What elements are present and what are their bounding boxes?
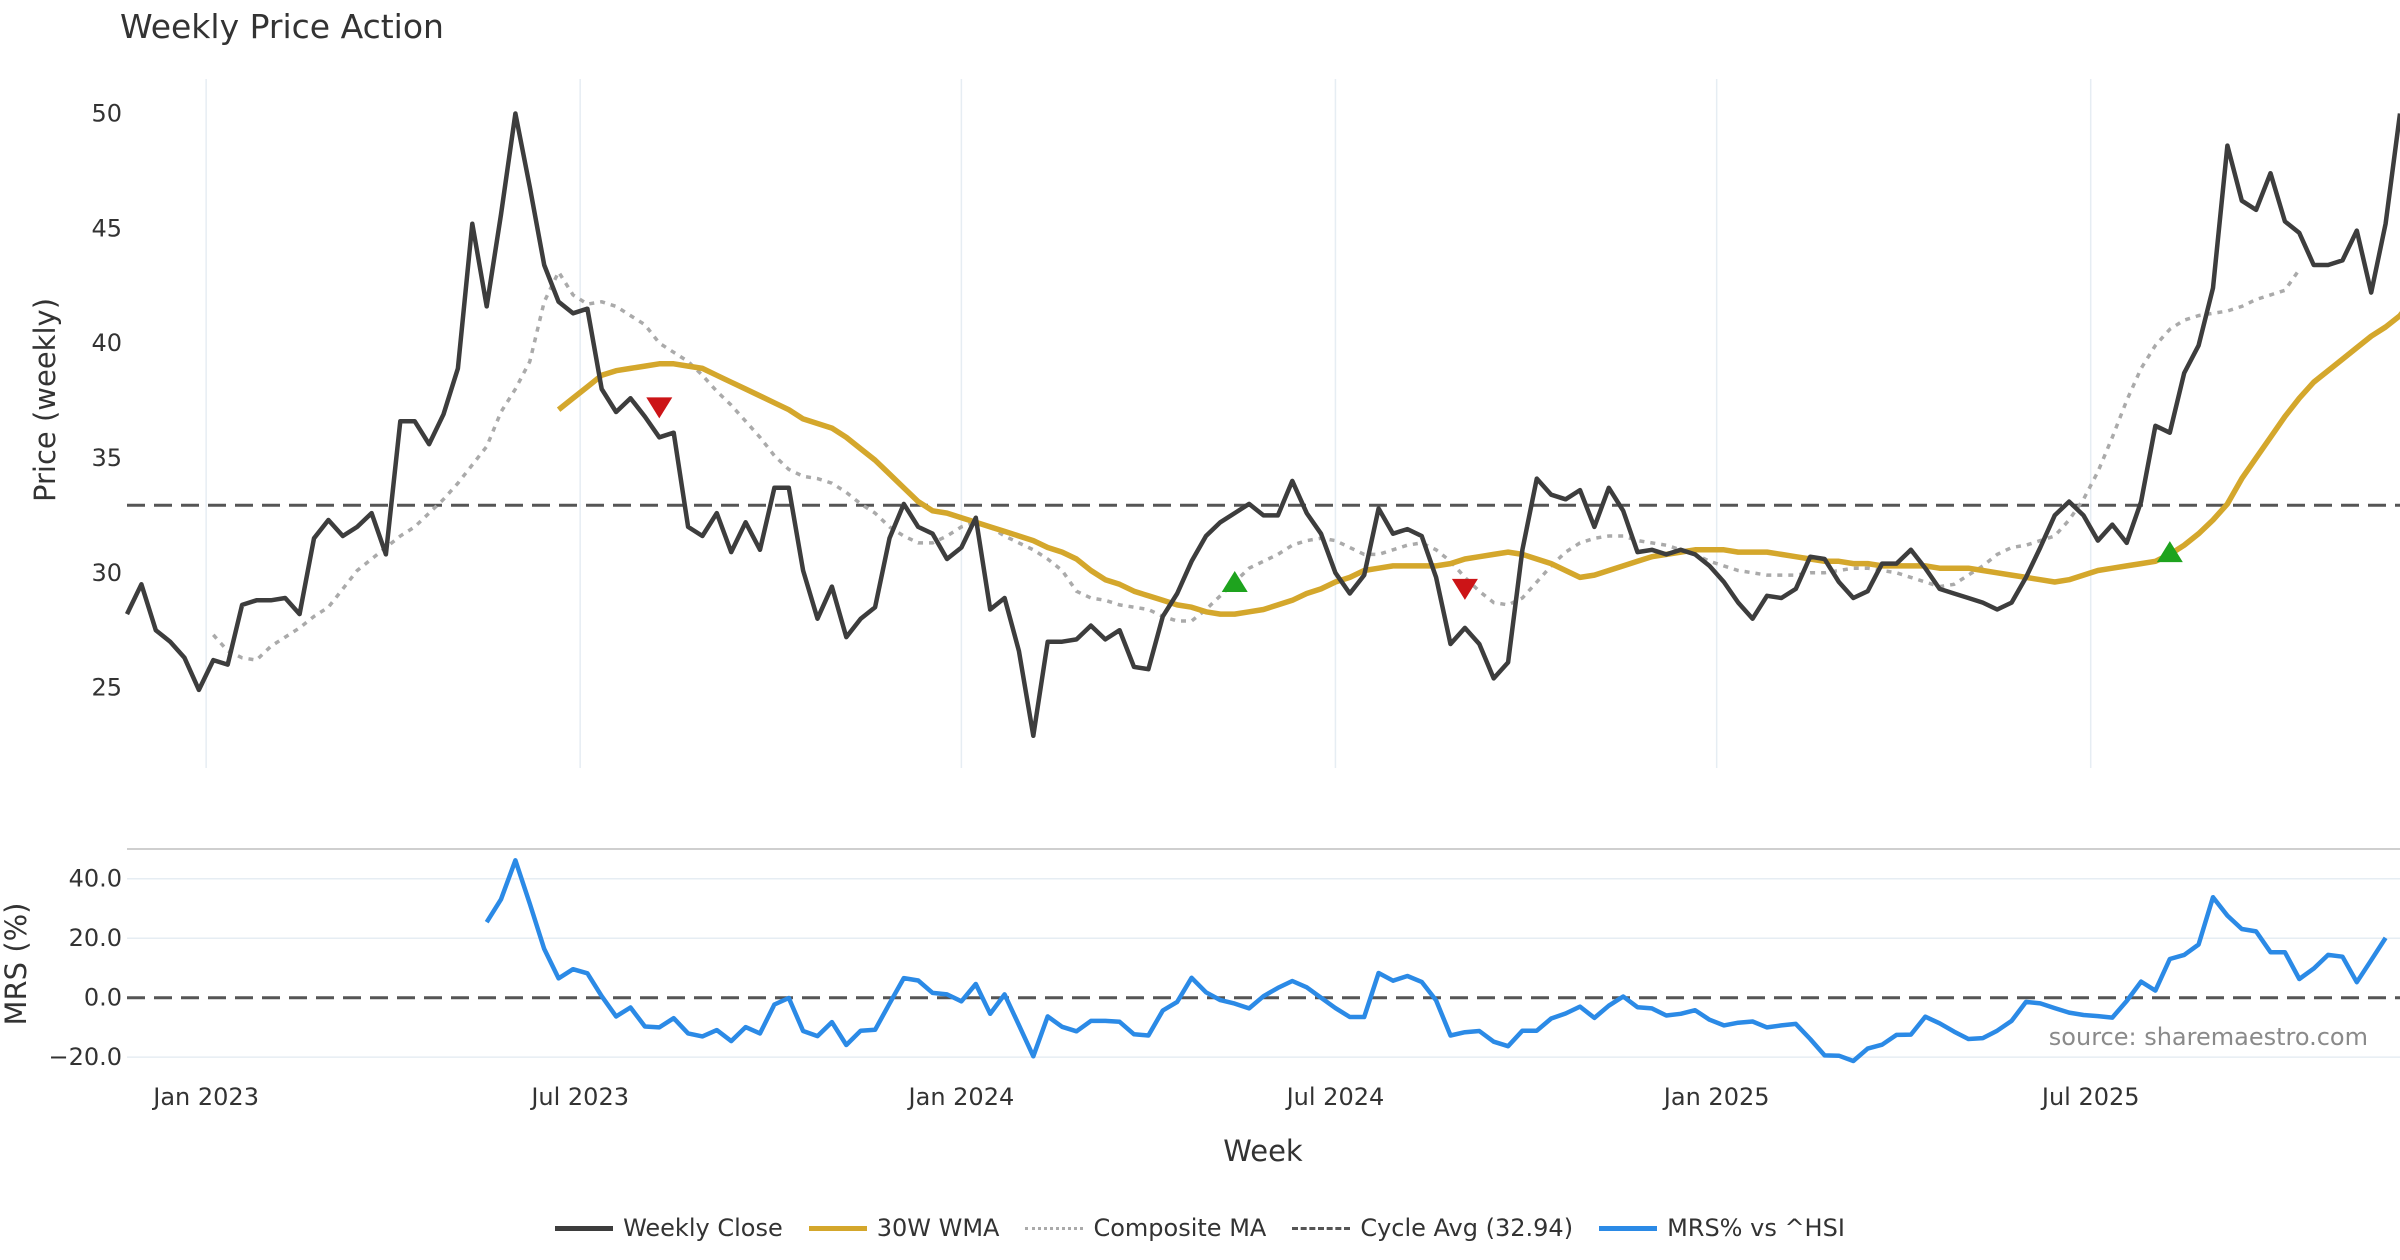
price-series-group (124, 111, 2400, 739)
price-y-tick-label: 35 (91, 444, 122, 472)
source-watermark: source: sharemaestro.com (2049, 1023, 2368, 1051)
composite-ma-line (211, 268, 2301, 662)
legend-item: MRS% vs ^HSI (1599, 1214, 1845, 1242)
legend-label: Cycle Avg (32.94) (1360, 1214, 1574, 1242)
weekly-close-line (124, 111, 2400, 739)
x-tick-label: Jul 2023 (529, 1083, 629, 1111)
price-y-axis-label: Price (weekly) (28, 298, 62, 502)
legend-item: Cycle Avg (32.94) (1292, 1214, 1573, 1242)
legend-item: 30W WMA (808, 1214, 1000, 1242)
price-gridlines (205, 79, 2092, 768)
signal-markers (646, 397, 2183, 600)
price-y-ticks: 25 30 35 40 45 50 (91, 99, 122, 701)
x-axis-label: Week (1223, 1134, 1303, 1168)
mrs-y-tick-label: 40.0 (69, 865, 122, 893)
mrs-y-ticks: −20.0 0.0 20.0 40.0 (48, 865, 122, 1071)
mrs-gridlines (127, 877, 2400, 1058)
x-tick-label: Jan 2023 (151, 1083, 259, 1111)
x-tick-label: Jul 2025 (2040, 1083, 2140, 1111)
legend-label: Weekly Close (623, 1214, 783, 1242)
price-y-tick-label: 30 (91, 559, 122, 587)
price-y-tick-label: 25 (91, 674, 122, 702)
chart: Weekly Price Action 25 30 35 40 45 50 Price (… (0, 7, 2400, 1168)
price-y-tick-label: 50 (91, 99, 122, 127)
legend-item: Weekly Close (555, 1214, 783, 1242)
legend-swatch (555, 1225, 614, 1231)
legend-label: 30W WMA (876, 1214, 1000, 1242)
wma-30-line (556, 311, 2400, 617)
sell-signal-marker (646, 397, 673, 419)
mrs-series-group (127, 858, 2400, 1064)
legend-swatch (808, 1225, 867, 1231)
price-y-tick-label: 40 (91, 329, 122, 357)
legend-label: Composite MA (1093, 1214, 1267, 1242)
mrs-y-tick-label: −20.0 (48, 1043, 122, 1071)
legend-label: MRS% vs ^HSI (1667, 1214, 1845, 1242)
sell-signal-marker (1451, 578, 1478, 600)
mrs-y-axis-label: MRS (%) (0, 903, 33, 1026)
buy-signal-marker (1221, 570, 1248, 592)
legend-swatch (1292, 1226, 1351, 1230)
legend-item: Composite MA (1025, 1214, 1266, 1242)
x-tick-label: Jan 2024 (907, 1083, 1015, 1111)
mrs-y-tick-label: 20.0 (69, 924, 122, 952)
legend-swatch (1599, 1225, 1658, 1231)
price-y-tick-label: 45 (91, 214, 122, 242)
mrs-y-tick-label: 0.0 (84, 984, 122, 1012)
x-tick-label: Jan 2025 (1662, 1083, 1770, 1111)
x-tick-labels: Jan 2023 Jul 2023 Jan 2024 Jul 2024 Jan 2025… (151, 1083, 2139, 1111)
chart-title: Weekly Price Action (120, 7, 444, 46)
legend: Weekly Close 30W WMA Composite MA Cycle Avg… (0, 1210, 2400, 1246)
buy-signal-marker (2156, 541, 2183, 563)
x-tick-label: Jul 2024 (1285, 1083, 1385, 1111)
legend-swatch (1025, 1226, 1084, 1230)
mrs-line (484, 858, 2388, 1064)
